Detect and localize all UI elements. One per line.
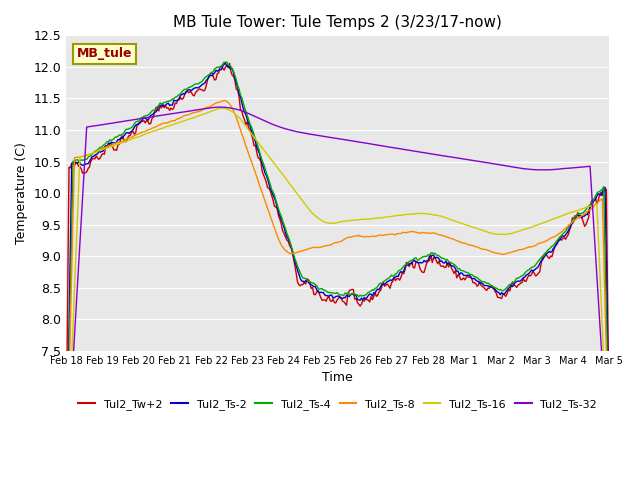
Y-axis label: Temperature (C): Temperature (C) <box>15 142 28 244</box>
Title: MB Tule Tower: Tule Temps 2 (3/23/17-now): MB Tule Tower: Tule Temps 2 (3/23/17-now… <box>173 15 502 30</box>
X-axis label: Time: Time <box>323 371 353 384</box>
Text: MB_tule: MB_tule <box>77 48 132 60</box>
Legend: Tul2_Tw+2, Tul2_Ts-2, Tul2_Ts-4, Tul2_Ts-8, Tul2_Ts-16, Tul2_Ts-32: Tul2_Tw+2, Tul2_Ts-2, Tul2_Ts-4, Tul2_Ts… <box>74 395 602 415</box>
